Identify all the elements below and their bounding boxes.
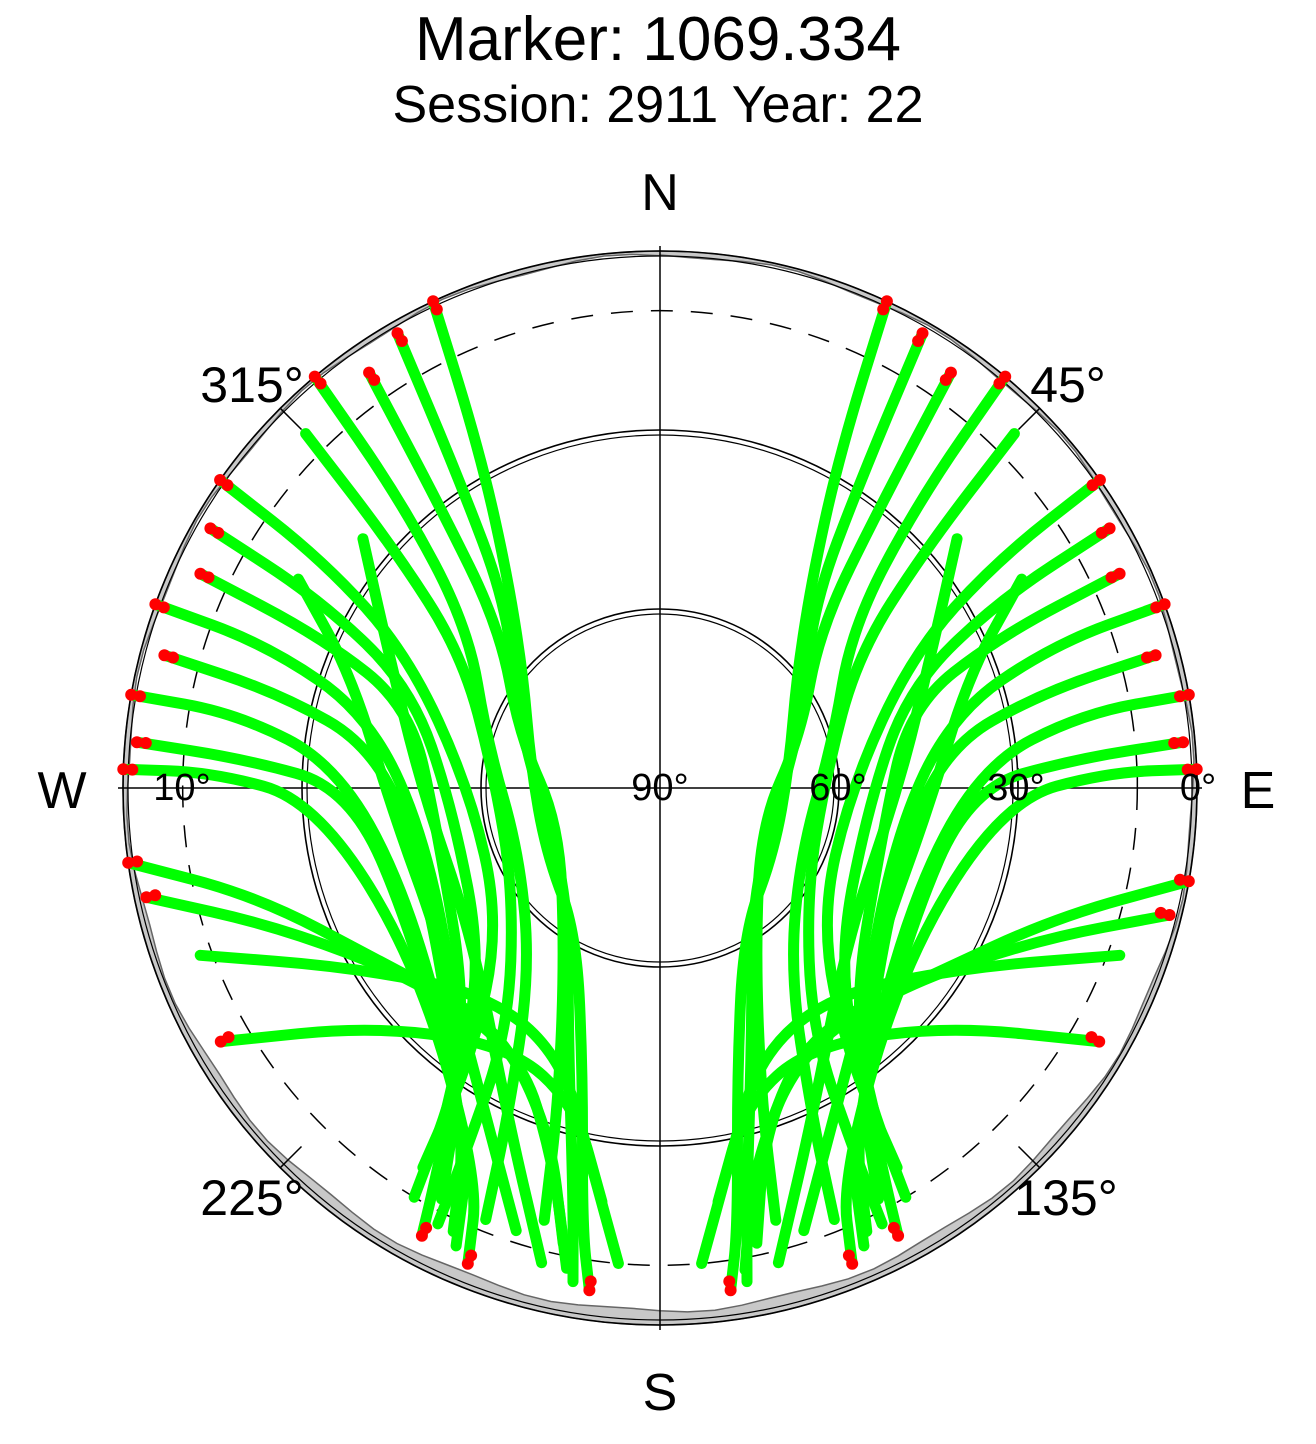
low-elevation-point-37-0b — [1174, 873, 1186, 886]
low-elevation-point-1-1 — [724, 1284, 737, 1297]
elevation-label-10: 10° — [153, 767, 210, 809]
low-elevation-point-38-0b — [1154, 906, 1167, 919]
east-label: E — [1241, 762, 1276, 820]
low-elevation-point-9-1b — [887, 1221, 900, 1234]
low-elevation-point-20-0b — [368, 373, 381, 386]
azimuth-label-45: 45° — [1030, 357, 1106, 413]
low-elevation-point-4-0b — [993, 377, 1006, 390]
low-elevation-point-36-0b — [149, 889, 162, 902]
low-elevation-point-18-0b — [430, 303, 443, 316]
low-elevation-point-11-0b — [1174, 690, 1186, 703]
low-elevation-point-12-0 — [1177, 736, 1190, 749]
axes — [118, 246, 1202, 1330]
elevation-label-90: 90° — [631, 767, 688, 809]
azimuth-tick-315 — [279, 407, 303, 431]
satellite-track-13 — [840, 763, 1203, 1270]
south-label: S — [643, 1364, 678, 1422]
low-elevation-point-9-0b — [1150, 601, 1163, 614]
low-elevation-point-2-0b — [912, 335, 925, 347]
low-elevation-point-21-0b — [314, 377, 327, 390]
low-elevation-point-12-0b — [1168, 737, 1181, 749]
azimuth-tick-135 — [1017, 1145, 1041, 1169]
azimuth-label-135: 135° — [1014, 1170, 1117, 1226]
azimuth-tick-225 — [279, 1145, 303, 1169]
satellite-track-14 — [798, 573, 1028, 1237]
low-elevation-point-13-0 — [1190, 763, 1203, 776]
low-elevation-point-26-1b — [420, 1221, 433, 1234]
satellite-track-5 — [803, 428, 1020, 1230]
low-elevation-point-29-0 — [130, 736, 143, 749]
low-elevation-point-18-1b — [584, 1275, 597, 1288]
azimuth-tick-45 — [1017, 407, 1041, 431]
low-elevation-point-7-0b — [1095, 526, 1108, 539]
low-elevation-point-35-0 — [122, 856, 135, 869]
satellite-track-15 — [772, 533, 963, 1269]
low-elevation-point-13-0b — [1181, 763, 1194, 776]
satellite-track-36 — [140, 891, 573, 1274]
satellite-track-17 — [712, 1024, 1105, 1208]
low-elevation-point-30-0 — [117, 763, 130, 776]
low-elevation-point-24-0b — [212, 526, 225, 539]
elevation-label-0: 0° — [1180, 767, 1216, 809]
low-elevation-point-29-0b — [139, 737, 152, 749]
west-label: W — [37, 762, 86, 820]
low-elevation-point-18-1 — [583, 1284, 596, 1297]
low-elevation-point-35-0b — [131, 855, 144, 868]
chart-subtitle: Session: 2911 Year: 22 — [392, 76, 923, 134]
satellite-track-38 — [739, 909, 1175, 1276]
low-elevation-point-28-0b — [134, 690, 146, 703]
satellite-track-22 — [300, 428, 517, 1230]
satellite-tracks — [117, 295, 1203, 1297]
low-elevation-point-25-0b — [202, 571, 215, 584]
chart-title: Marker: 1069.334 — [415, 5, 901, 74]
low-elevation-point-3-0b — [939, 373, 952, 386]
azimuth-label-225: 225° — [200, 1170, 303, 1226]
low-elevation-point-8-0b — [1105, 571, 1118, 584]
north-label: N — [641, 164, 679, 222]
low-elevation-point-17-0b — [1085, 1031, 1098, 1044]
satellite-track-32 — [357, 533, 548, 1269]
low-elevation-point-30-1b — [465, 1249, 478, 1262]
low-elevation-point-27-0b — [167, 651, 179, 664]
low-elevation-point-6-0b — [1086, 479, 1099, 492]
satellite-track-7 — [839, 522, 1116, 1203]
satellite-track-3 — [751, 367, 957, 1226]
low-elevation-point-23-0b — [221, 479, 234, 492]
low-elevation-point-13-1b — [842, 1249, 855, 1262]
elevation-label-30: 30° — [987, 767, 1044, 809]
satellite-track-24 — [204, 522, 481, 1203]
satellite-track-34 — [215, 1024, 608, 1208]
satellite-track-20 — [363, 367, 569, 1226]
low-elevation-point-1-0b — [877, 303, 890, 316]
low-elevation-point-10-0b — [1141, 651, 1153, 664]
low-elevation-point-26-0b — [157, 601, 170, 614]
satellite-track-30 — [117, 763, 480, 1270]
low-elevation-point-30-0b — [126, 763, 139, 776]
satellite-track-31 — [292, 573, 522, 1237]
low-elevation-point-1-1b — [723, 1275, 736, 1288]
low-elevation-point-34-0b — [222, 1031, 235, 1044]
low-elevation-point-19-0b — [395, 335, 408, 347]
azimuth-label-315: 315° — [200, 357, 303, 413]
elevation-label-60: 60° — [809, 767, 866, 809]
